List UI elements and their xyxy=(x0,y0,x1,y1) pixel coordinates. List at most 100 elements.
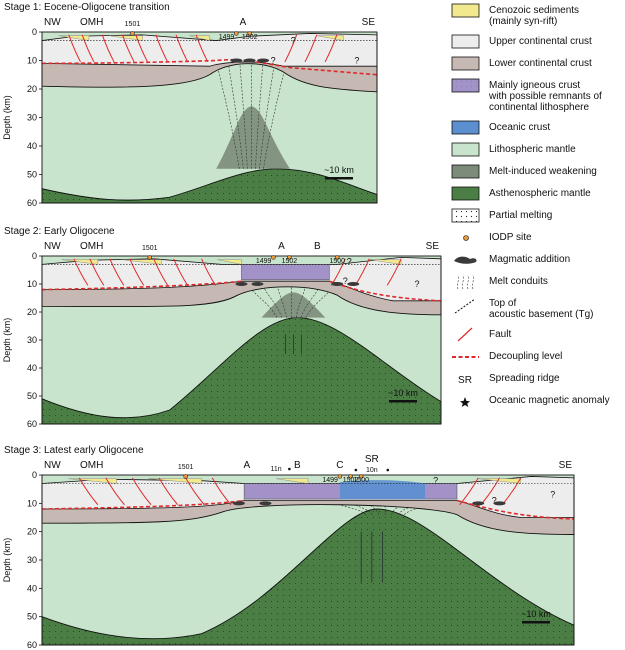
legend-label: Lithospheric mantle xyxy=(489,144,576,155)
decoupling-level xyxy=(41,499,575,520)
legend-label: Upper continental crust xyxy=(489,36,592,47)
label-a: A xyxy=(278,241,285,252)
label-omh: OMH xyxy=(80,17,103,28)
legend-item-upper-crust: Upper continental crust xyxy=(451,34,592,49)
scale-bar xyxy=(389,400,417,403)
question-mark: ? xyxy=(433,476,438,486)
legend-ridge-symbol: SR xyxy=(458,375,472,386)
label-b: B xyxy=(294,460,301,471)
question-mark: ? xyxy=(271,55,276,65)
sediment-wedge xyxy=(121,259,162,265)
legend-item-decoupling: Decoupling level xyxy=(452,351,562,362)
iodp-site-marker xyxy=(337,474,343,479)
sediment-wedge xyxy=(61,259,99,265)
y-tick-label: 50 xyxy=(27,170,37,180)
legend-basement-icon xyxy=(454,298,476,314)
iodp-site-label: 1499 xyxy=(322,477,338,484)
anomaly-11n: 11n xyxy=(270,466,281,473)
sediment-wedge xyxy=(189,35,210,41)
y-tick-label: 10 xyxy=(27,498,37,508)
iodp-site-marker xyxy=(271,255,276,260)
legend-label: Top of acoustic basement (Tg) xyxy=(489,298,594,320)
y-tick-label: 60 xyxy=(27,198,37,208)
label-sr: SR xyxy=(365,454,379,465)
legend-label: Melt conduits xyxy=(489,276,548,287)
legend-magmatic-icon xyxy=(454,256,477,264)
label-a: A xyxy=(243,460,250,471)
legend-item-anomaly: Oceanic magnetic anomaly xyxy=(460,395,610,407)
legend-swatch-weakening xyxy=(451,164,480,179)
legend-label: Spreading ridge xyxy=(489,373,560,384)
legend-item-lith-mantle: Lithospheric mantle xyxy=(451,142,576,157)
depth-axis-label: Depth (km) xyxy=(2,95,12,140)
panel-frame xyxy=(41,474,575,646)
partial-melting-zone xyxy=(42,317,441,424)
iodp-site-label: 1500 xyxy=(329,258,345,265)
y-tick-label: 10 xyxy=(27,56,37,66)
magmatic-addition xyxy=(243,58,256,63)
y-tick-label: 50 xyxy=(27,612,37,622)
y-tick-label: 50 xyxy=(27,391,37,401)
question-mark: ? xyxy=(347,256,352,266)
legend-item-astheno: Asthenospheric mantle xyxy=(451,186,591,201)
scale-bar-label: ~10 km xyxy=(388,388,418,398)
legend-item-oceanic: Oceanic crust xyxy=(451,120,550,135)
label-nw: NW xyxy=(44,460,61,471)
legend-item-sediment: Cenozoic sediments (mainly syn-rift) xyxy=(451,3,579,27)
legend-item-conduits: Melt conduits xyxy=(457,274,548,290)
stage-3-panel: Stage 3: Latest early Oligocene Depth (km… xyxy=(2,445,575,650)
magmatic-addition xyxy=(251,282,264,286)
anomaly-10n: 10n xyxy=(366,467,378,474)
legend: Cenozoic sediments (mainly syn-rift) Upper… xyxy=(451,3,610,407)
iodp-site-label: 1501 xyxy=(142,245,158,252)
legend-item-partial-melt: Partial melting xyxy=(451,208,552,223)
label-nw: NW xyxy=(44,17,61,28)
stage-title: Stage 2: Early Oligocene xyxy=(4,226,115,237)
label-se: SE xyxy=(362,17,376,28)
legend-iodp-icon xyxy=(463,235,469,241)
label-a: A xyxy=(240,17,247,28)
legend-item-ridge: SR Spreading ridge xyxy=(458,373,560,386)
scale-bar-label: ~10 km xyxy=(324,165,354,175)
legend-item-magmatic: Magmatic addition xyxy=(454,254,570,265)
y-tick-label: 40 xyxy=(27,583,37,593)
legend-label: Cenozoic sediments (mainly syn-rift) xyxy=(489,5,579,27)
legend-label: IODP site xyxy=(489,232,532,243)
iodp-site-label: 1502 xyxy=(242,34,258,41)
y-tick-label: 0 xyxy=(32,251,37,261)
question-mark: ? xyxy=(354,55,359,65)
label-se: SE xyxy=(559,460,573,471)
legend-label: Decoupling level xyxy=(489,351,562,362)
question-mark: ? xyxy=(343,276,348,286)
y-tick-label: 20 xyxy=(27,307,37,317)
iodp-site-marker xyxy=(358,474,364,479)
legend-label: Lower continental crust xyxy=(489,58,592,69)
panel-frame xyxy=(41,31,378,204)
iodp-site-marker xyxy=(287,255,292,260)
y-tick-label: 30 xyxy=(27,335,37,345)
label-se: SE xyxy=(426,241,440,252)
legend-fault-icon xyxy=(457,327,473,342)
legend-label: Oceanic crust xyxy=(489,122,550,133)
stage-title: Stage 1: Eocene-Oligocene transition xyxy=(4,2,170,13)
legend-swatch-sediment xyxy=(451,3,480,18)
label-b: B xyxy=(314,241,321,252)
partial-melting-zone xyxy=(42,509,574,645)
legend-label: Oceanic magnetic anomaly xyxy=(489,395,610,406)
faults xyxy=(78,477,522,506)
label-omh: OMH xyxy=(80,241,103,252)
faults xyxy=(68,34,338,63)
legend-label: Partial melting xyxy=(489,210,552,221)
legend-swatch-upper-crust xyxy=(451,34,480,49)
melt-weakening xyxy=(261,292,326,318)
scale-bar xyxy=(522,621,550,624)
iodp-site-marker xyxy=(130,31,135,36)
y-tick-label: 60 xyxy=(27,419,37,429)
question-mark: ? xyxy=(291,35,296,45)
iodp-site-label: 1502 xyxy=(282,258,298,265)
legend-conduits-icon xyxy=(457,274,474,290)
label-omh: OMH xyxy=(80,460,103,471)
magmatic-addition xyxy=(232,501,245,506)
depth-axis-label: Depth (km) xyxy=(2,318,12,363)
legend-anomaly-icon xyxy=(460,397,470,407)
